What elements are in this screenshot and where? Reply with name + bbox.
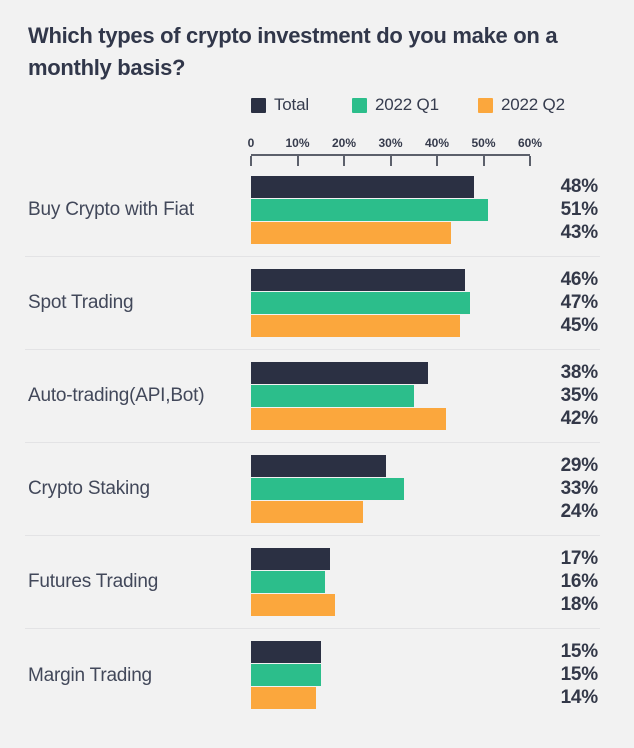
value-label: 48% [560, 176, 599, 197]
value-label: 47% [560, 292, 599, 313]
value-label: 15% [560, 664, 599, 685]
value-label: 38% [560, 362, 599, 383]
bar-2022-q2 [251, 315, 461, 337]
bar-total [251, 641, 321, 663]
legend-label-2022-q1: 2022 Q1 [375, 95, 439, 114]
x-axis-tick-label: 50% [471, 136, 496, 150]
value-label: 16% [560, 571, 599, 592]
value-label: 17% [560, 548, 599, 569]
bar-group [251, 548, 530, 616]
legend-item-2022-q2: 2022 Q2 [478, 95, 565, 115]
category-label: Crypto Staking [28, 478, 150, 499]
bar-2022-q1 [251, 199, 489, 221]
bar-row: Auto-trading(API,Bot) 38% 35% 42% [25, 350, 600, 443]
value-label: 35% [560, 385, 599, 406]
bar-total [251, 455, 386, 477]
value-label: 24% [560, 501, 599, 522]
x-axis-tick-label: 20% [331, 136, 357, 150]
bar-2022-q1 [251, 571, 326, 593]
value-labels: 29% 33% 24% [560, 455, 599, 523]
legend-swatch-total [251, 97, 266, 113]
bar-row: Crypto Staking 29% 33% 24% [25, 443, 600, 536]
x-axis-tick-label: 10% [285, 136, 310, 150]
x-axis-tick-mark [436, 156, 438, 166]
value-labels: 15% 15% 14% [560, 641, 599, 709]
category-label: Margin Trading [28, 664, 152, 686]
category-label: Buy Crypto with Fiat [28, 199, 194, 220]
value-labels: 17% 16% 18% [560, 548, 599, 616]
x-axis-tick-label: 30% [378, 136, 403, 150]
x-axis: 0 10% 20% 30% 40% 50% 60% [247, 136, 542, 168]
x-axis-tick-label: 40% [424, 136, 450, 150]
value-label: 45% [560, 315, 599, 336]
bar-total [251, 362, 428, 384]
legend-item-2022-q1: 2022 Q1 [352, 95, 439, 115]
bar-2022-q2 [251, 687, 317, 709]
bar-total [251, 548, 331, 570]
value-labels: 46% 47% 45% [560, 269, 599, 337]
legend-swatch-2022-q2 [478, 97, 493, 113]
bar-2022-q1 [251, 478, 405, 500]
bar-2022-q1 [251, 664, 321, 686]
category-label: Spot Trading [28, 292, 134, 313]
bar-row: Buy Crypto with Fiat 48% 51% 43% [25, 164, 600, 257]
bar-group [251, 176, 530, 244]
value-label: 42% [560, 408, 599, 429]
x-axis-tick-label: 60% [517, 136, 543, 150]
chart-title-line1: Which types of crypto investment do you … [28, 23, 558, 48]
x-axis-ruler [250, 154, 531, 168]
bar-total [251, 269, 465, 291]
value-labels: 38% 35% 42% [560, 362, 599, 430]
bar-group [251, 269, 530, 337]
value-label: 29% [560, 455, 599, 476]
chart-title-line2: monthly basis? [28, 55, 186, 80]
value-label: 51% [560, 199, 599, 220]
value-labels: 48% 51% 43% [560, 176, 599, 244]
chart-title: Which types of crypto investment do you … [28, 20, 558, 84]
x-axis-tick-labels: 0 10% 20% 30% 40% 50% 60% [247, 136, 542, 151]
value-label: 15% [560, 641, 599, 662]
bar-row: Margin Trading 15% 15% 14% [25, 629, 600, 722]
legend-item-total: Total [251, 95, 309, 115]
category-label: Futures Trading [28, 571, 159, 592]
bar-2022-q2 [251, 222, 451, 244]
category-label: Auto-trading(API,Bot) [28, 385, 205, 406]
value-label: 33% [560, 478, 599, 499]
bar-group [251, 641, 530, 709]
bar-2022-q2 [251, 408, 447, 430]
x-axis-tick-mark [343, 156, 345, 166]
bar-row: Futures Trading 17% 16% 18% [25, 536, 600, 629]
bar-group [251, 362, 530, 430]
value-label: 18% [560, 594, 599, 615]
bar-total [251, 176, 475, 198]
bar-group [251, 455, 530, 523]
bar-row: Spot Trading 46% 47% 45% [25, 257, 600, 350]
legend-swatch-2022-q1 [352, 97, 367, 113]
x-axis-tick-mark [296, 156, 299, 166]
value-label: 46% [560, 269, 599, 290]
legend: Total 2022 Q1 2022 Q2 [0, 95, 634, 117]
bar-2022-q2 [251, 501, 363, 523]
x-axis-tick-mark [482, 156, 485, 166]
value-label: 14% [560, 687, 599, 708]
bar-2022-q1 [251, 385, 414, 407]
bar-rows: Buy Crypto with Fiat 48% 51% 43% Spot Tradin… [25, 164, 600, 722]
x-axis-tick-mark [389, 156, 392, 166]
bar-2022-q1 [251, 292, 470, 314]
value-label: 43% [560, 222, 599, 243]
x-axis-tick-label: 0 [247, 136, 255, 150]
legend-label-2022-q2: 2022 Q2 [501, 95, 565, 114]
x-axis-tick-mark [250, 156, 252, 166]
legend-label-total: Total [274, 95, 309, 114]
bar-2022-q2 [251, 594, 335, 616]
x-axis-tick-mark [529, 156, 531, 166]
